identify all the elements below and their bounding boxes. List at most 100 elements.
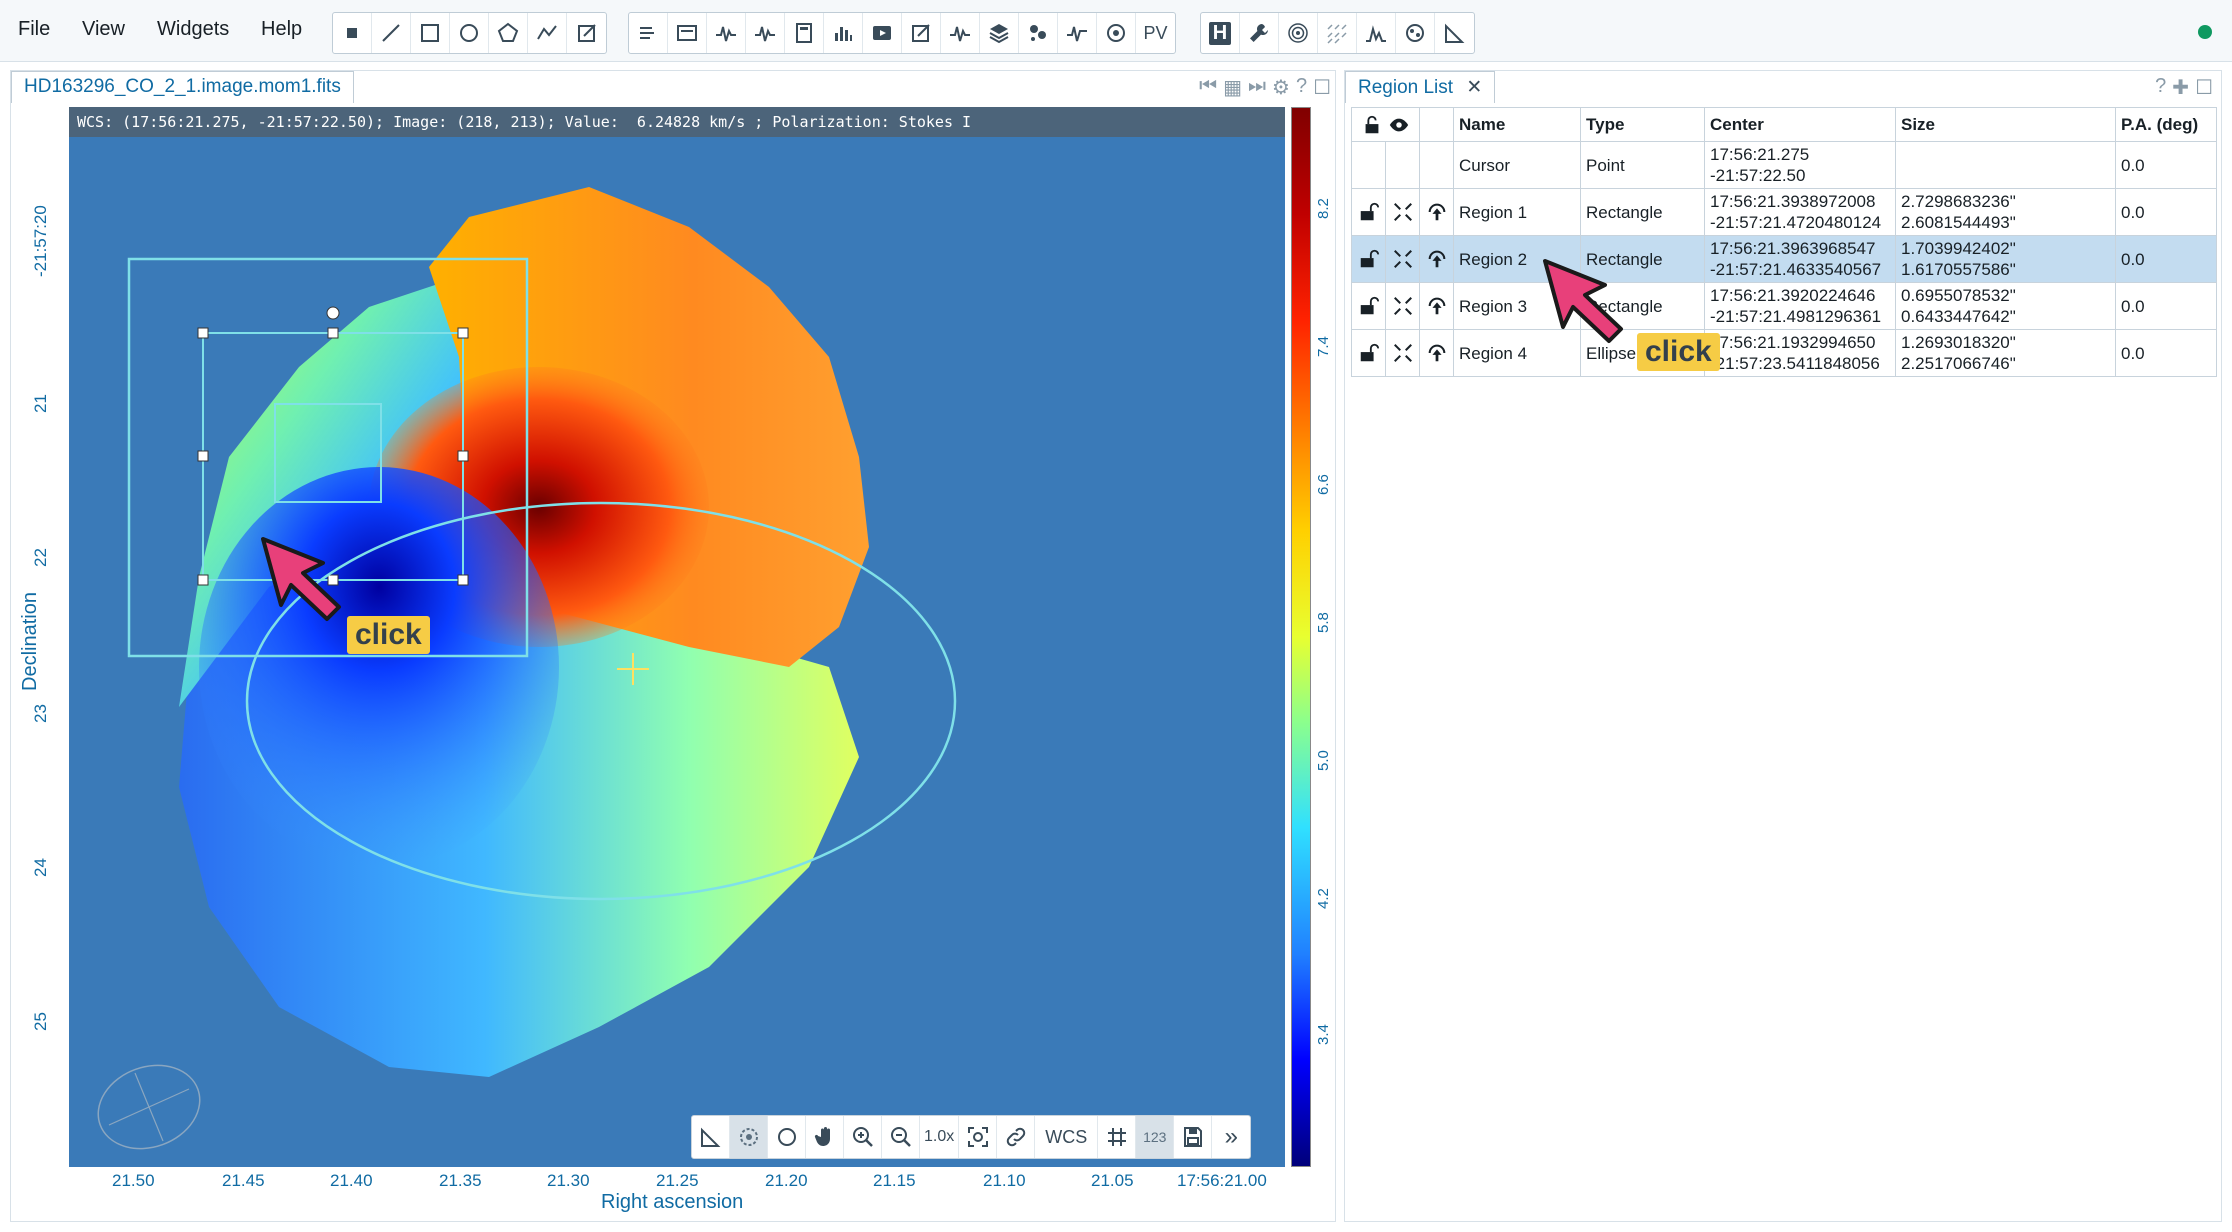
ellipse-region-icon[interactable] — [768, 1116, 806, 1158]
lock-header-icon[interactable] — [1361, 114, 1383, 136]
polyline-tool-icon[interactable] — [528, 13, 567, 53]
ellipse-tool-icon[interactable] — [450, 13, 489, 53]
center-on-region-icon[interactable] — [1385, 282, 1420, 330]
column-header[interactable]: Center — [1704, 107, 1896, 142]
polygon-tool-icon[interactable] — [489, 13, 528, 53]
region-center: 17:56:21.3938972008 -21:57:21.4720480124 — [1704, 188, 1896, 236]
region-row-cursor[interactable]: Cursor Point 17:56:21.275 -21:57:22.50 0.… — [1351, 141, 2217, 189]
catalog-icon[interactable] — [1019, 13, 1058, 53]
menu-file[interactable]: File — [18, 18, 51, 40]
unlock-icon[interactable] — [1351, 188, 1386, 236]
menu-help[interactable]: Help — [261, 18, 303, 40]
menu-view[interactable]: View — [82, 18, 125, 40]
dec-tick: 25 — [31, 1012, 50, 1031]
moment-generator-icon[interactable] — [1396, 13, 1435, 53]
image-tab[interactable]: HD163296_CO_2_1.image.mom1.fits — [11, 71, 354, 103]
spectral-profiler-icon[interactable] — [746, 13, 785, 53]
wrench-icon[interactable] — [1240, 13, 1279, 53]
export-region-icon[interactable] — [1419, 329, 1454, 377]
ra-tick: 21.20 — [765, 1171, 808, 1190]
region-row-2[interactable]: Region 2 Rectangle 17:56:21.3963968547 -2… — [1351, 235, 2217, 283]
online-catalog-icon[interactable] — [1097, 13, 1136, 53]
region-size: 0.6955078532" 0.6433447642" — [1895, 282, 2116, 330]
column-header[interactable]: Size — [1895, 107, 2116, 142]
spectral-line-query-icon[interactable] — [1058, 13, 1097, 53]
click-callout-label: click — [1637, 333, 1720, 371]
vector-overlay-icon[interactable] — [1318, 13, 1357, 53]
pin-icon[interactable]: ✚ — [2172, 77, 2190, 99]
region-row-4[interactable]: Region 4 Ellipse 17:56:21.1932994650 -21:… — [1351, 329, 2217, 377]
pv-generator-button[interactable]: PV — [1143, 22, 1168, 43]
region-list-tab-title: Region List — [1358, 77, 1454, 98]
region-2-handles — [197, 306, 469, 586]
zoom-fit-icon[interactable] — [959, 1116, 998, 1158]
colorbar[interactable] — [1291, 107, 1311, 1167]
rectangle-tool-icon[interactable] — [411, 13, 450, 53]
expand-toolbar-icon[interactable]: » — [1224, 1123, 1238, 1150]
animator-icon[interactable] — [863, 13, 902, 53]
column-header[interactable]: Name — [1453, 107, 1581, 142]
region-4-shape — [245, 501, 957, 901]
gear-icon[interactable]: ⚙ — [1272, 77, 1290, 99]
grid-overlay-icon[interactable] — [1098, 1116, 1137, 1158]
maximize-icon[interactable]: ☐ — [2195, 77, 2213, 99]
center-on-region-icon[interactable] — [1385, 235, 1420, 283]
close-tab-icon[interactable]: ✕ — [1466, 77, 1483, 98]
region-name: Region 2 — [1453, 235, 1581, 283]
region-list-tab[interactable]: Region List ✕ — [1345, 71, 1496, 103]
maximize-icon[interactable]: ☐ — [1313, 77, 1331, 99]
region-tools — [332, 12, 607, 54]
center-on-region-icon[interactable] — [1385, 188, 1420, 236]
unlock-icon[interactable] — [1351, 235, 1386, 283]
fits-header-button[interactable]: H — [1201, 13, 1240, 53]
region-pa: 0.0 — [2115, 329, 2217, 377]
image-view-panel: HD163296_CO_2_1.image.mom1.fits ⏮ ▦ ⏭ ⚙ … — [10, 70, 1336, 1222]
eye-header-icon[interactable] — [1388, 114, 1410, 136]
image-list-icon[interactable] — [980, 13, 1019, 53]
contour-icon[interactable] — [1279, 13, 1318, 53]
render-config-icon[interactable] — [902, 13, 941, 53]
zoom-out-icon[interactable] — [882, 1116, 920, 1158]
zoom-level-button[interactable]: 1.0x — [920, 1116, 960, 1158]
save-image-icon[interactable] — [1174, 1116, 1213, 1158]
unlock-icon[interactable] — [1351, 329, 1386, 377]
center-on-region-icon[interactable] — [1385, 329, 1420, 377]
export-region-icon[interactable] — [1419, 188, 1454, 236]
spatial-profiler-icon[interactable] — [707, 13, 746, 53]
histogram-icon[interactable] — [824, 13, 863, 53]
colorbar-tick: 5.8 — [1315, 612, 1332, 633]
skip-start-icon[interactable]: ⏮ — [1199, 75, 1218, 97]
image-canvas[interactable]: WCS: (17:56:21.275, -21:57:22.50); Image… — [69, 107, 1285, 1167]
image-fitting-icon[interactable] — [1357, 13, 1396, 53]
unlock-icon[interactable] — [1351, 282, 1386, 330]
region-row-3[interactable]: Region 3 Rectangle 17:56:21.3920224646 -2… — [1351, 282, 2217, 330]
pan-hand-icon[interactable] — [806, 1116, 844, 1158]
line-tool-icon[interactable] — [372, 13, 411, 53]
coord-system-button[interactable]: WCS — [1035, 1116, 1099, 1158]
grid-layout-icon[interactable]: ▦ — [1223, 77, 1242, 99]
distance-measure-icon[interactable] — [1435, 13, 1474, 53]
column-header[interactable]: Type — [1580, 107, 1705, 142]
help-icon[interactable]: ? — [2155, 75, 2167, 97]
skip-end-icon[interactable]: ⏭ — [1248, 75, 1266, 97]
export-region-icon[interactable] — [1419, 282, 1454, 330]
help-icon[interactable]: ? — [1295, 75, 1308, 97]
zoom-in-icon[interactable] — [844, 1116, 882, 1158]
dec-tick: 23 — [31, 704, 50, 723]
velocity-map — [97, 187, 957, 1150]
annotation-tool-icon[interactable] — [567, 13, 606, 53]
link-icon[interactable] — [997, 1116, 1036, 1158]
stokes-analysis-icon[interactable] — [941, 13, 980, 53]
distance-tool-icon[interactable] — [692, 1116, 730, 1158]
export-region-icon[interactable] — [1419, 235, 1454, 283]
file-info-icon[interactable] — [668, 13, 707, 53]
region-size — [1895, 141, 2116, 189]
region-mode-icon[interactable] — [730, 1116, 768, 1158]
point-tool-icon[interactable] — [333, 13, 372, 53]
header-info-icon[interactable] — [629, 13, 668, 53]
statistics-icon[interactable] — [785, 13, 824, 53]
region-row-1[interactable]: Region 1 Rectangle 17:56:21.3938972008 -2… — [1351, 188, 2217, 236]
column-header[interactable]: P.A. (deg) — [2115, 107, 2217, 142]
menu-widgets[interactable]: Widgets — [157, 18, 230, 40]
pixel-value-button[interactable]: 123 — [1136, 1116, 1175, 1158]
